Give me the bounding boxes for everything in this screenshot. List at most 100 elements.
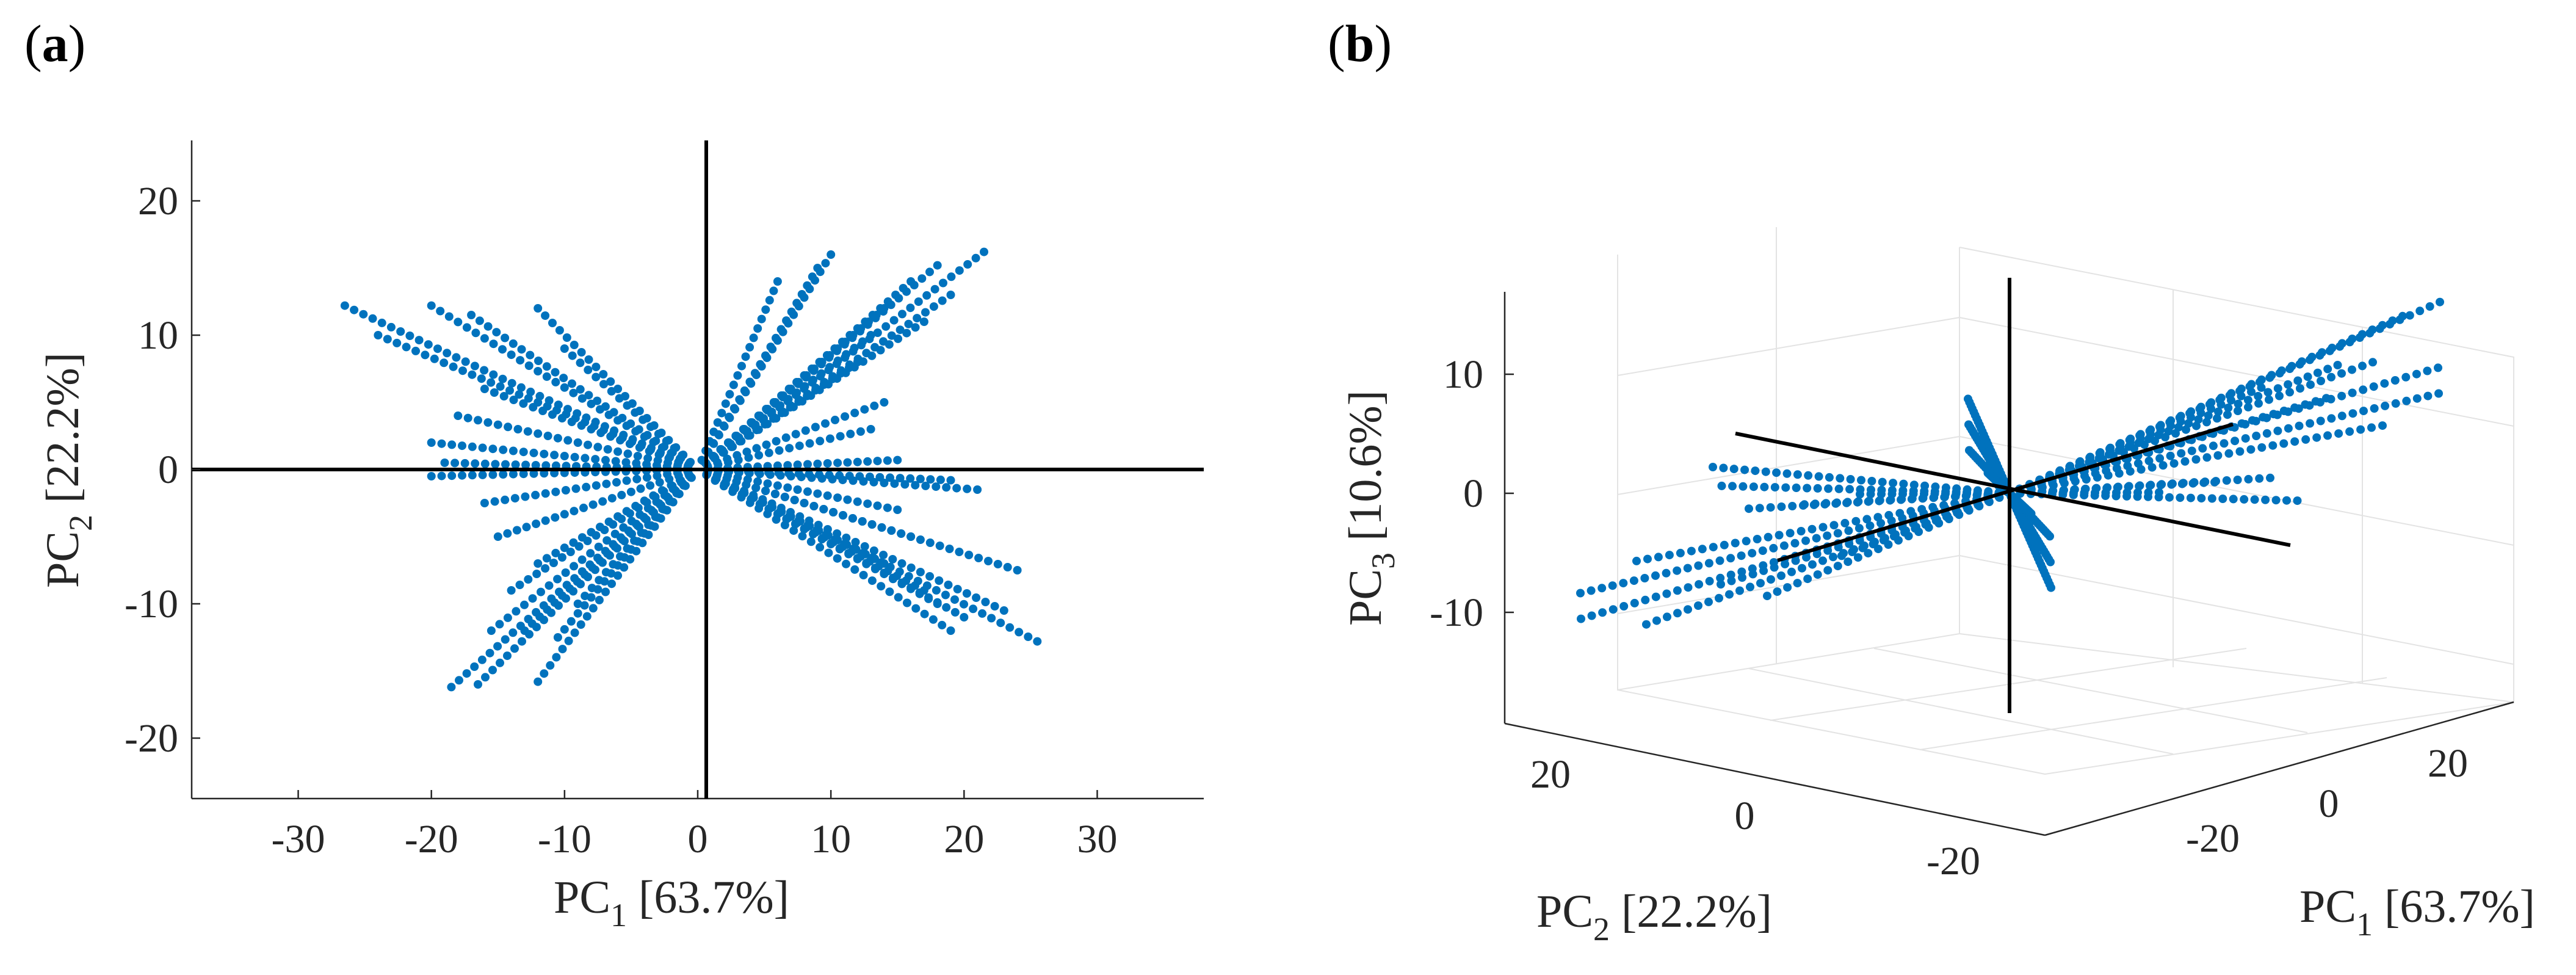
panel-a-point <box>560 510 569 519</box>
panel-a-point <box>601 587 610 596</box>
panel-b-point <box>2367 423 2376 432</box>
panel-a-point <box>809 375 818 385</box>
panel-b-point <box>2187 446 2196 455</box>
panel-a-point <box>568 379 576 388</box>
panel-a-point <box>534 357 543 365</box>
panel-b-point <box>1709 543 1718 552</box>
panel-b-point <box>1632 556 1641 565</box>
panel-b-point <box>2311 397 2320 406</box>
panel-a-point <box>552 653 561 662</box>
panel-a-point <box>549 559 558 567</box>
panel-a-point <box>932 585 941 595</box>
panel-a-point <box>576 358 585 368</box>
panel-b-point <box>1608 605 1618 614</box>
panel-a-point <box>925 267 934 277</box>
panel-a-point <box>553 433 562 443</box>
panel-b-point <box>2224 404 2233 412</box>
panel-b-point <box>2246 445 2256 454</box>
panel-b-point <box>2423 391 2433 401</box>
panel-b-point <box>2069 490 2078 499</box>
panel-a-point <box>576 385 585 394</box>
panel-a-point <box>646 481 655 490</box>
panel-a-point <box>877 523 886 532</box>
panel-a-point <box>570 507 579 516</box>
panel-b-point <box>1704 597 1713 606</box>
panel-a-point <box>827 250 836 259</box>
panel-b-point <box>1663 612 1671 622</box>
panel-a-point <box>606 377 615 386</box>
panel-b-point <box>1900 528 1909 537</box>
panel-b-point <box>1834 543 1843 552</box>
panel-b-point <box>2313 368 2322 377</box>
panel-a-point <box>776 507 785 516</box>
panel-a-point <box>414 336 424 345</box>
panel-a-point <box>849 544 858 553</box>
panel-a-point <box>686 472 695 481</box>
panel-a-point <box>598 497 607 506</box>
panel-b-point <box>1775 531 1784 540</box>
panel-b-point <box>2133 492 2142 501</box>
panel-a-point <box>499 470 508 479</box>
panel-a-point <box>932 482 941 491</box>
panel-a-point <box>374 331 383 339</box>
panel-a-point <box>955 266 964 275</box>
panel-a-point <box>761 305 770 314</box>
panel-a-point <box>638 538 647 548</box>
panel-a-point <box>596 429 606 437</box>
panel-a-point <box>990 602 999 611</box>
panel-a-point <box>411 346 420 355</box>
panel-b-point <box>2327 372 2335 382</box>
panel-b-point <box>2154 493 2163 502</box>
panel-b-point <box>1818 556 1827 565</box>
panel-a-point <box>577 555 587 564</box>
panel-a-point <box>532 607 541 617</box>
panel-a-point <box>769 286 778 295</box>
panel-b-point <box>2402 396 2411 405</box>
panel-a-point <box>809 502 819 510</box>
panel-a-point <box>897 578 906 587</box>
panel-b-point <box>1889 532 1898 541</box>
panel-a-point <box>602 479 611 488</box>
panel-b-point <box>2235 386 2245 396</box>
panel-a-point <box>368 314 377 323</box>
panel-b-point <box>2290 403 2299 412</box>
panel-b-point <box>1740 465 1749 474</box>
panel-a-point <box>492 328 501 337</box>
panel-a-point <box>547 594 556 603</box>
panel-a-point <box>846 429 855 438</box>
panel-b-point <box>2164 427 2173 436</box>
panel-a-point <box>802 371 811 380</box>
panel-b-point <box>2263 388 2273 397</box>
panel-a-point <box>524 361 534 370</box>
panel-b-point <box>1586 586 1596 595</box>
panel-b-point <box>2369 382 2378 391</box>
panel-b-point <box>2380 379 2389 388</box>
panel-b-point <box>1705 576 1714 585</box>
panel-a-point <box>480 385 489 393</box>
panel-a-point <box>728 487 737 496</box>
panel-a-point <box>516 383 526 392</box>
panel-b-point <box>1709 463 1717 471</box>
panel-a-point <box>800 499 809 507</box>
panel-a-point <box>916 535 925 544</box>
panel-a-point <box>359 310 368 319</box>
panel-b-point <box>2285 364 2295 373</box>
panel-a-point <box>507 586 516 595</box>
panel-b-point <box>2254 399 2263 408</box>
panel-b-point <box>2113 482 2122 491</box>
panel-a-point <box>765 470 775 479</box>
panel-b-z-tick-label: 0 <box>1463 471 1483 516</box>
panel-a-point <box>569 587 577 596</box>
panel-a-point <box>833 493 842 502</box>
panel-a-point <box>833 344 842 353</box>
panel-a-point <box>752 444 761 453</box>
panel-a-point <box>987 614 996 623</box>
panel-b-point <box>1726 554 1735 563</box>
panel-b-point <box>2244 402 2252 411</box>
panel-a-point <box>598 558 607 567</box>
panel-a-point <box>962 589 971 598</box>
panel-a-point <box>776 471 785 480</box>
panel-a-point <box>996 618 1005 628</box>
panel-a-point <box>541 311 550 320</box>
panel-b-point <box>2158 461 2168 470</box>
